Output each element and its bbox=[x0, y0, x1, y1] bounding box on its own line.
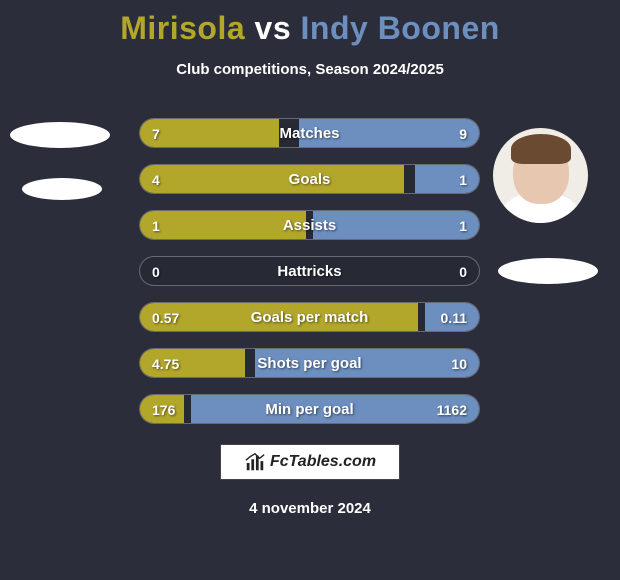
brand-text: FcTables.com bbox=[270, 453, 376, 471]
stat-row: 1761162Min per goal bbox=[139, 394, 480, 424]
decorative-ellipse bbox=[22, 178, 102, 200]
comparison-title: Mirisola vs Indy Boonen bbox=[0, 0, 620, 47]
player2-name: Indy Boonen bbox=[301, 10, 500, 46]
stat-row: 0.570.11Goals per match bbox=[139, 302, 480, 332]
stat-label: Goals bbox=[140, 165, 479, 194]
brand-chart-icon bbox=[244, 451, 266, 473]
stat-row: 41Goals bbox=[139, 164, 480, 194]
stats-chart: 79Matches 41Goals 11Assists 00Hattricks 0.57… bbox=[139, 118, 480, 440]
stat-label: Matches bbox=[140, 119, 479, 148]
vs-separator: vs bbox=[255, 10, 292, 46]
stat-row: 79Matches bbox=[139, 118, 480, 148]
player2-avatar bbox=[493, 128, 588, 223]
decorative-ellipse bbox=[498, 258, 598, 284]
stat-label: Min per goal bbox=[140, 395, 479, 424]
brand-badge: FcTables.com bbox=[220, 444, 400, 480]
stat-label: Assists bbox=[140, 211, 479, 240]
stat-row: 4.7510Shots per goal bbox=[139, 348, 480, 378]
decorative-ellipse bbox=[10, 122, 110, 148]
stat-row: 00Hattricks bbox=[139, 256, 480, 286]
stat-label: Goals per match bbox=[140, 303, 479, 332]
player1-name: Mirisola bbox=[120, 10, 245, 46]
stat-row: 11Assists bbox=[139, 210, 480, 240]
subtitle: Club competitions, Season 2024/2025 bbox=[0, 61, 620, 78]
generated-date: 4 november 2024 bbox=[0, 500, 620, 517]
stat-label: Shots per goal bbox=[140, 349, 479, 378]
stat-label: Hattricks bbox=[140, 257, 479, 286]
